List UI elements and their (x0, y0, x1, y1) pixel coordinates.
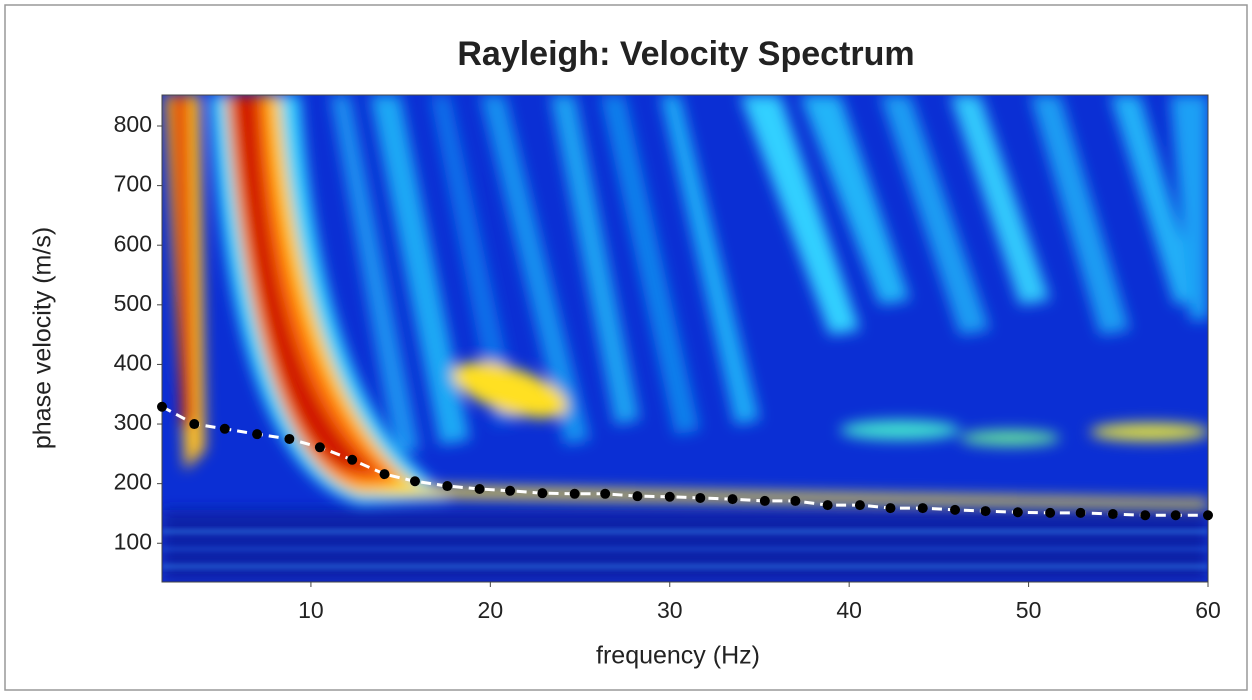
x-tick-label: 20 (478, 597, 504, 623)
dispersion-curve (161, 405, 1208, 517)
pick-point (1045, 507, 1056, 518)
pick-point (442, 481, 453, 492)
pick-point (347, 454, 358, 465)
pick-point (1012, 507, 1023, 518)
pick-point (632, 491, 643, 502)
pick-point (284, 433, 295, 444)
pick-point (950, 504, 961, 515)
y-tick-label: 700 (114, 171, 152, 197)
pick-point (1107, 509, 1118, 520)
pick-point (917, 503, 928, 514)
x-tick-label: 60 (1195, 597, 1221, 623)
pick-point (569, 488, 580, 499)
plot-frame (161, 94, 1209, 583)
y-tick-label: 800 (114, 111, 152, 137)
pick-point (219, 423, 230, 434)
pick-point (790, 495, 801, 506)
y-axis-label: phase velocity (m/s) (29, 227, 57, 449)
pick-point (189, 419, 200, 430)
y-tick-label: 400 (114, 350, 152, 376)
pick-point (252, 429, 263, 440)
pick-point (379, 469, 390, 480)
pick-point (505, 485, 516, 496)
pick-point (409, 476, 420, 487)
pick-point (1170, 510, 1181, 521)
pick-point (822, 500, 833, 511)
pick-point (885, 503, 896, 514)
x-tick-label: 40 (836, 597, 862, 623)
pick-point (664, 491, 675, 502)
x-axis-label: frequency (Hz) (596, 642, 760, 670)
y-tick-label: 300 (114, 409, 152, 435)
pick-point (695, 492, 706, 503)
pick-point (314, 442, 325, 453)
x-tick-label: 10 (298, 597, 324, 623)
pick-point (600, 488, 611, 499)
pick-point (1075, 507, 1086, 518)
y-tick-label: 200 (114, 469, 152, 495)
pick-point (980, 506, 991, 517)
x-tick-label: 50 (1016, 597, 1042, 623)
chart-title: Rayleigh: Velocity Spectrum (457, 35, 914, 73)
x-tick-label: 30 (657, 597, 683, 623)
pick-point (474, 484, 485, 495)
pick-point (727, 494, 738, 505)
spectrum (162, 95, 1208, 582)
y-tick-label: 100 (114, 528, 152, 554)
pick-point (854, 500, 865, 511)
pick-point (157, 401, 167, 412)
y-tick-label: 500 (114, 290, 152, 316)
pick-point (759, 495, 770, 506)
pick-point (1203, 510, 1213, 521)
y-tick-label: 600 (114, 230, 152, 256)
pick-point (1140, 510, 1151, 521)
pick-point (537, 488, 548, 499)
